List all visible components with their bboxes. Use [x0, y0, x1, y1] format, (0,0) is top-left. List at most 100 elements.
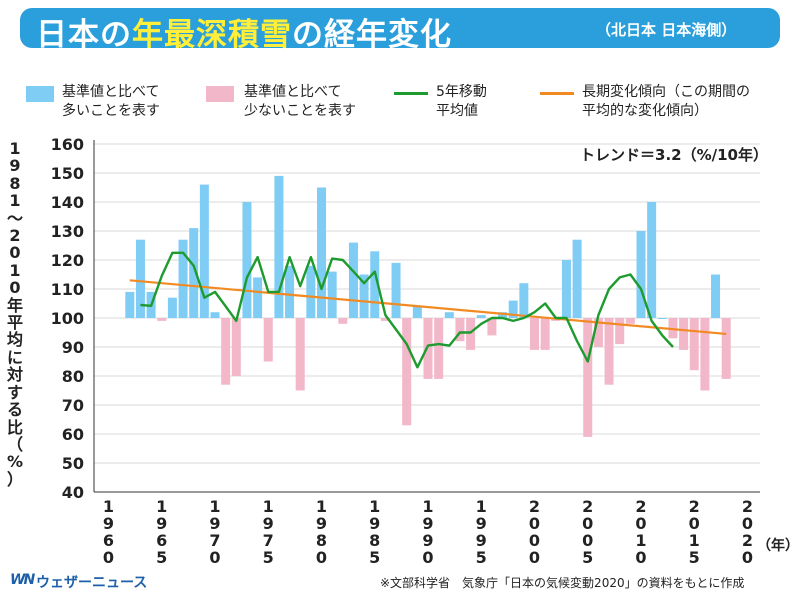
- x-tick-digit: 9: [369, 514, 380, 533]
- y-label-char: ）: [6, 469, 23, 489]
- bar-above: [359, 274, 369, 318]
- x-tick-digit: 5: [369, 548, 380, 567]
- x-tick-digit: 0: [742, 548, 753, 567]
- bar-above: [412, 306, 422, 318]
- y-tick-label: 130: [51, 222, 84, 241]
- bar-below: [625, 318, 635, 324]
- bar-below: [157, 318, 167, 321]
- y-tick-label: 80: [62, 367, 84, 386]
- bar-below: [434, 318, 444, 379]
- y-tick-label: 150: [51, 164, 84, 183]
- y-tick-label: 160: [51, 135, 84, 154]
- legend-swatch-trend: [540, 92, 574, 95]
- x-tick-digit: 9: [316, 514, 327, 533]
- trend-line: [129, 279, 727, 336]
- bar-below: [221, 318, 231, 385]
- x-tick-digit: 2: [742, 531, 753, 550]
- bar-above: [327, 271, 337, 318]
- legend-swatch-above: [26, 86, 54, 102]
- bar-below: [231, 318, 241, 376]
- bar-below: [604, 318, 614, 385]
- x-tick-digit: 9: [209, 514, 220, 533]
- bar-below: [487, 318, 497, 336]
- bar-below: [583, 318, 593, 437]
- x-tick-digit: 0: [316, 548, 327, 567]
- bar-below: [402, 318, 412, 426]
- bar-above: [167, 297, 177, 318]
- x-tick-digit: 1: [369, 497, 380, 516]
- bar-below: [295, 318, 305, 391]
- legend-label-moving-average: 5年移動 平均値: [436, 84, 487, 119]
- legend-label-above: 基準値と比べて 多いことを表す: [62, 84, 160, 119]
- x-tick-digit: 5: [156, 548, 167, 567]
- bar-above: [476, 315, 486, 318]
- legend-swatch-below: [206, 86, 234, 102]
- legend-label-trend: 長期変化傾向（この期間の 平均的な変化傾向）: [582, 84, 750, 119]
- x-tick-digit: 1: [689, 531, 700, 550]
- logo-text: ウェザーニュース: [36, 575, 148, 591]
- x-tick-digit: 1: [635, 531, 646, 550]
- x-tick-digit: 0: [635, 548, 646, 567]
- x-tick-digit: 9: [422, 514, 433, 533]
- y-tick-label: 140: [51, 193, 84, 212]
- y-label-char: に: [6, 347, 23, 367]
- x-tick-digit: 9: [476, 514, 487, 533]
- y-label-char: 年: [6, 295, 23, 315]
- bar-above: [508, 300, 518, 318]
- bar-below: [689, 318, 699, 371]
- x-axis-unit: （年）: [757, 537, 799, 554]
- x-tick-digit: 0: [635, 514, 646, 533]
- y-label-char: 〜: [6, 208, 23, 228]
- x-tick-digit: 6: [103, 531, 114, 550]
- y-label-char: 1: [9, 260, 21, 280]
- y-label-char: （: [6, 434, 23, 454]
- bar-above: [561, 260, 571, 318]
- bars: [125, 175, 731, 437]
- bar-above: [444, 312, 454, 318]
- y-label-char: 0: [9, 278, 21, 298]
- bar-below: [721, 318, 731, 379]
- bar-above: [253, 277, 263, 318]
- y-label-char: 8: [9, 173, 21, 193]
- x-tick-digit: 0: [689, 514, 700, 533]
- x-tick-digit: 5: [689, 548, 700, 567]
- x-tick-digit: 0: [742, 514, 753, 533]
- x-tick-digit: 0: [529, 531, 540, 550]
- x-tick-label: 2020: [742, 497, 753, 567]
- bar-below: [615, 318, 625, 345]
- x-tick-digit: 2: [635, 497, 646, 516]
- x-tick-digit: 1: [422, 497, 433, 516]
- y-tick-label: 90: [62, 338, 84, 357]
- legend-swatch-moving-average: [394, 92, 428, 95]
- x-tick-digit: 0: [529, 548, 540, 567]
- source-note: ※文部科学省 気象庁「日本の気候変動2020」の資料をもとに作成: [380, 576, 745, 590]
- y-tick-label: 100: [51, 309, 84, 328]
- x-tick-digit: 9: [476, 531, 487, 550]
- bar-below: [530, 318, 539, 350]
- bar-above: [178, 239, 188, 318]
- x-tick-digit: 2: [529, 497, 540, 516]
- bar-above: [647, 202, 657, 318]
- bar-above: [519, 283, 529, 318]
- y-tick-label: 60: [62, 425, 84, 444]
- title-prefix: 日本の: [36, 17, 132, 53]
- x-tick-digit: 0: [582, 531, 593, 550]
- bar-below: [423, 318, 433, 379]
- x-tick-digit: 1: [103, 497, 114, 516]
- chart-subtitle: （北日本 日本海側）: [596, 21, 737, 39]
- bar-above: [572, 239, 582, 318]
- chart-title: 日本の年最深積雪の経年変化: [36, 9, 452, 54]
- y-label-char: る: [6, 400, 23, 420]
- axes: 4050607080901001101201301401501601960196…: [51, 135, 760, 567]
- x-tick-digit: 2: [742, 497, 753, 516]
- bar-above: [711, 274, 721, 318]
- bar-above: [199, 184, 209, 318]
- bar-below: [593, 318, 603, 347]
- x-tick-digit: 1: [156, 497, 167, 516]
- x-tick-digit: 9: [156, 514, 167, 533]
